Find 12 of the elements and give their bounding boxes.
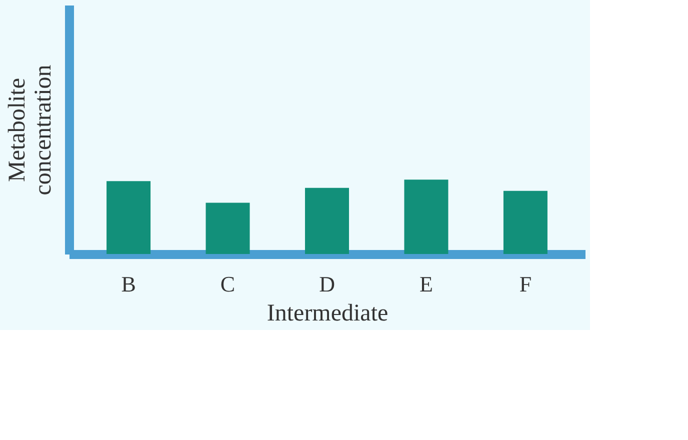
x-tick-label: E	[420, 272, 433, 296]
x-axis-title: Intermediate	[266, 300, 388, 326]
x-tick-label: B	[121, 272, 136, 296]
x-tick-label: D	[319, 272, 335, 296]
bar	[404, 180, 448, 254]
bar	[503, 190, 548, 254]
y-axis-title: Metabolite concentration	[4, 64, 56, 196]
bar	[305, 188, 349, 254]
x-tick-label: C	[220, 272, 236, 296]
bar	[206, 202, 250, 254]
bar	[106, 181, 151, 254]
x-tick-label: F	[519, 272, 532, 296]
